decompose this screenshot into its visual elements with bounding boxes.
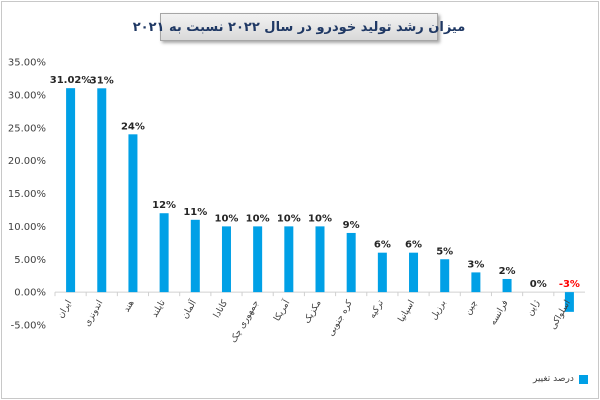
data-label: 31.02% <box>50 75 92 86</box>
data-label: 10% <box>308 213 332 224</box>
bar <box>159 213 169 293</box>
data-label: 10% <box>215 213 239 224</box>
data-label: 24% <box>121 121 145 132</box>
data-label: 5% <box>436 246 453 257</box>
category-label: ترکیه <box>368 298 387 320</box>
category-label: کره جنوبی <box>326 298 355 338</box>
y-tick-label: 10.00% <box>8 222 46 233</box>
category-label: کانادا <box>212 298 230 320</box>
legend-label: درصد تغییر <box>533 374 574 384</box>
bar <box>66 88 76 293</box>
y-tick-label: 35.00% <box>8 58 46 69</box>
data-label: 9% <box>343 220 360 231</box>
category-label: اندونزی <box>82 299 105 329</box>
legend-swatch <box>578 374 588 384</box>
bar <box>315 226 325 293</box>
y-tick-label: 0.00% <box>14 288 46 299</box>
bar <box>253 226 263 293</box>
data-label: 3% <box>467 259 484 270</box>
y-tick-label: 25.00% <box>8 123 46 134</box>
category-label: ژاپن <box>525 299 542 318</box>
bar <box>440 259 450 293</box>
bar <box>346 232 356 293</box>
category-label: برزیل <box>429 299 448 322</box>
category-label: تایلند <box>150 298 168 319</box>
category-label: فرانسه <box>488 299 510 328</box>
category-label: ایران <box>56 299 74 321</box>
category-label: آلمان <box>179 297 200 321</box>
category-label: اسپانیا <box>397 299 417 324</box>
data-label: 11% <box>183 207 207 218</box>
bar <box>377 252 387 293</box>
data-label: 31% <box>90 75 114 86</box>
data-label: -3% <box>559 279 580 290</box>
data-label: 6% <box>405 240 422 251</box>
category-label: جمهوری چک <box>229 299 261 345</box>
bar <box>284 226 294 293</box>
legend: درصد تغییر <box>533 374 588 384</box>
category-label: هند <box>122 298 137 314</box>
bar <box>221 226 231 293</box>
y-tick-label: -5.00% <box>11 321 46 332</box>
y-tick-label: 20.00% <box>8 156 46 167</box>
y-tick-label: 15.00% <box>8 189 46 200</box>
data-label: 6% <box>374 240 391 251</box>
bar <box>471 272 481 293</box>
category-label: چین <box>463 299 479 317</box>
category-label: اسلواکی <box>548 299 573 332</box>
bar <box>97 88 107 293</box>
y-tick-label: 30.00% <box>8 90 46 101</box>
chart-title: میزان رشد تولید خودرو در سال ۲۰۲۲ نسبت ب… <box>132 19 466 35</box>
data-label: 12% <box>152 200 176 211</box>
chart-title-box: میزان رشد تولید خودرو در سال ۲۰۲۲ نسبت ب… <box>133 13 465 41</box>
category-label: آمریکا <box>271 297 293 323</box>
bar <box>564 292 574 312</box>
data-label: 10% <box>246 213 270 224</box>
data-label: 10% <box>277 213 301 224</box>
category-label: مکزیک <box>302 298 323 325</box>
data-label: 0% <box>530 279 547 290</box>
data-label: 2% <box>499 266 516 277</box>
bar <box>409 252 419 293</box>
bar <box>190 219 200 293</box>
bar <box>128 134 138 293</box>
y-tick-label: 5.00% <box>14 255 46 266</box>
bar <box>502 278 512 293</box>
